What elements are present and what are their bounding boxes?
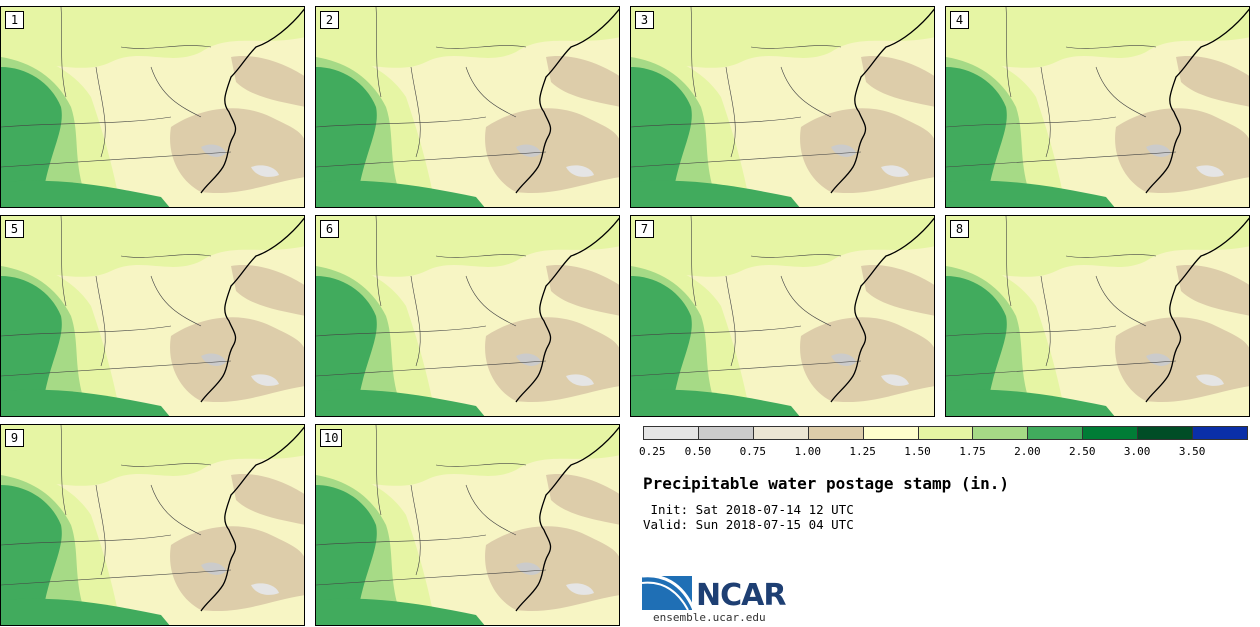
legend-swatch (643, 426, 699, 440)
ensemble-member-panel: 7 (630, 215, 935, 417)
chart-title: Precipitable water postage stamp (in.) (643, 474, 1010, 493)
member-number: 3 (635, 11, 654, 29)
member-number: 9 (5, 429, 24, 447)
ncar-wordmark: NCAR (696, 578, 786, 613)
ensemble-member-panel: 3 (630, 6, 935, 208)
legend-tick-label: 3.50 (1178, 445, 1206, 458)
legend-tick-label: 2.50 (1069, 445, 1096, 458)
ensemble-member-panel: 5 (0, 215, 305, 417)
legend-tick-label: 1.50 (904, 445, 931, 458)
legend-swatch (752, 426, 809, 440)
legend-swatch (1027, 426, 1084, 440)
legend-swatch (807, 426, 864, 440)
member-number: 7 (635, 220, 654, 238)
ensemble-member-panel: 6 (315, 215, 620, 417)
member-number: 2 (320, 11, 339, 29)
legend-swatch (972, 426, 1029, 440)
legend-tick-label: 1.00 (794, 445, 821, 458)
ensemble-member-panel: 9 (0, 424, 305, 626)
ncar-logo: NCAR ensemble.ucar.edu (642, 570, 792, 625)
ncar-logo-icon (642, 574, 696, 610)
ensemble-member-panel: 8 (945, 215, 1250, 417)
ensemble-member-panel: 1 (0, 6, 305, 208)
legend-swatch (1137, 426, 1194, 440)
legend-swatch (862, 426, 919, 440)
pw-map (316, 425, 619, 625)
legend-tick-label: 3.00 (1123, 445, 1151, 458)
legend-tick-label: 2.00 (1014, 445, 1041, 458)
pw-map (1, 216, 304, 416)
legend-tick-label: 0.75 (739, 445, 767, 458)
member-number: 10 (320, 429, 343, 447)
legend-tick-label: 0.25 (639, 445, 666, 458)
valid-time: Valid: Sun 2018-07-15 04 UTC (643, 517, 854, 532)
legend-swatch (1192, 426, 1248, 440)
legend-tick-label: 1.25 (849, 445, 876, 458)
legend-swatch (697, 426, 754, 440)
pw-map (631, 216, 934, 416)
ensemble-member-panel: 4 (945, 6, 1250, 208)
site-url: ensemble.ucar.edu (653, 611, 766, 624)
pw-map (946, 216, 1249, 416)
color-legend: 0.25 0.50 0.75 1.00 1.25 1.50 1.75 2.00 2.50 3.00… (639, 426, 1249, 458)
member-number: 8 (950, 220, 969, 238)
ensemble-member-panel: 2 (315, 6, 620, 208)
legend-tick-label: 0.50 (684, 445, 712, 458)
ensemble-member-panel: 10 (315, 424, 620, 626)
legend-swatch (917, 426, 974, 440)
pw-map (1, 7, 304, 207)
pw-map (631, 7, 934, 207)
pw-map (316, 7, 619, 207)
pw-map (316, 216, 619, 416)
init-time: Init: Sat 2018-07-14 12 UTC (643, 502, 854, 517)
member-number: 5 (5, 220, 24, 238)
member-number: 6 (320, 220, 339, 238)
pw-map (1, 425, 304, 625)
member-number: 4 (950, 11, 969, 29)
legend-tick-label: 1.75 (959, 445, 986, 458)
pw-map (946, 7, 1249, 207)
legend-swatch (1082, 426, 1139, 440)
member-number: 1 (5, 11, 24, 29)
